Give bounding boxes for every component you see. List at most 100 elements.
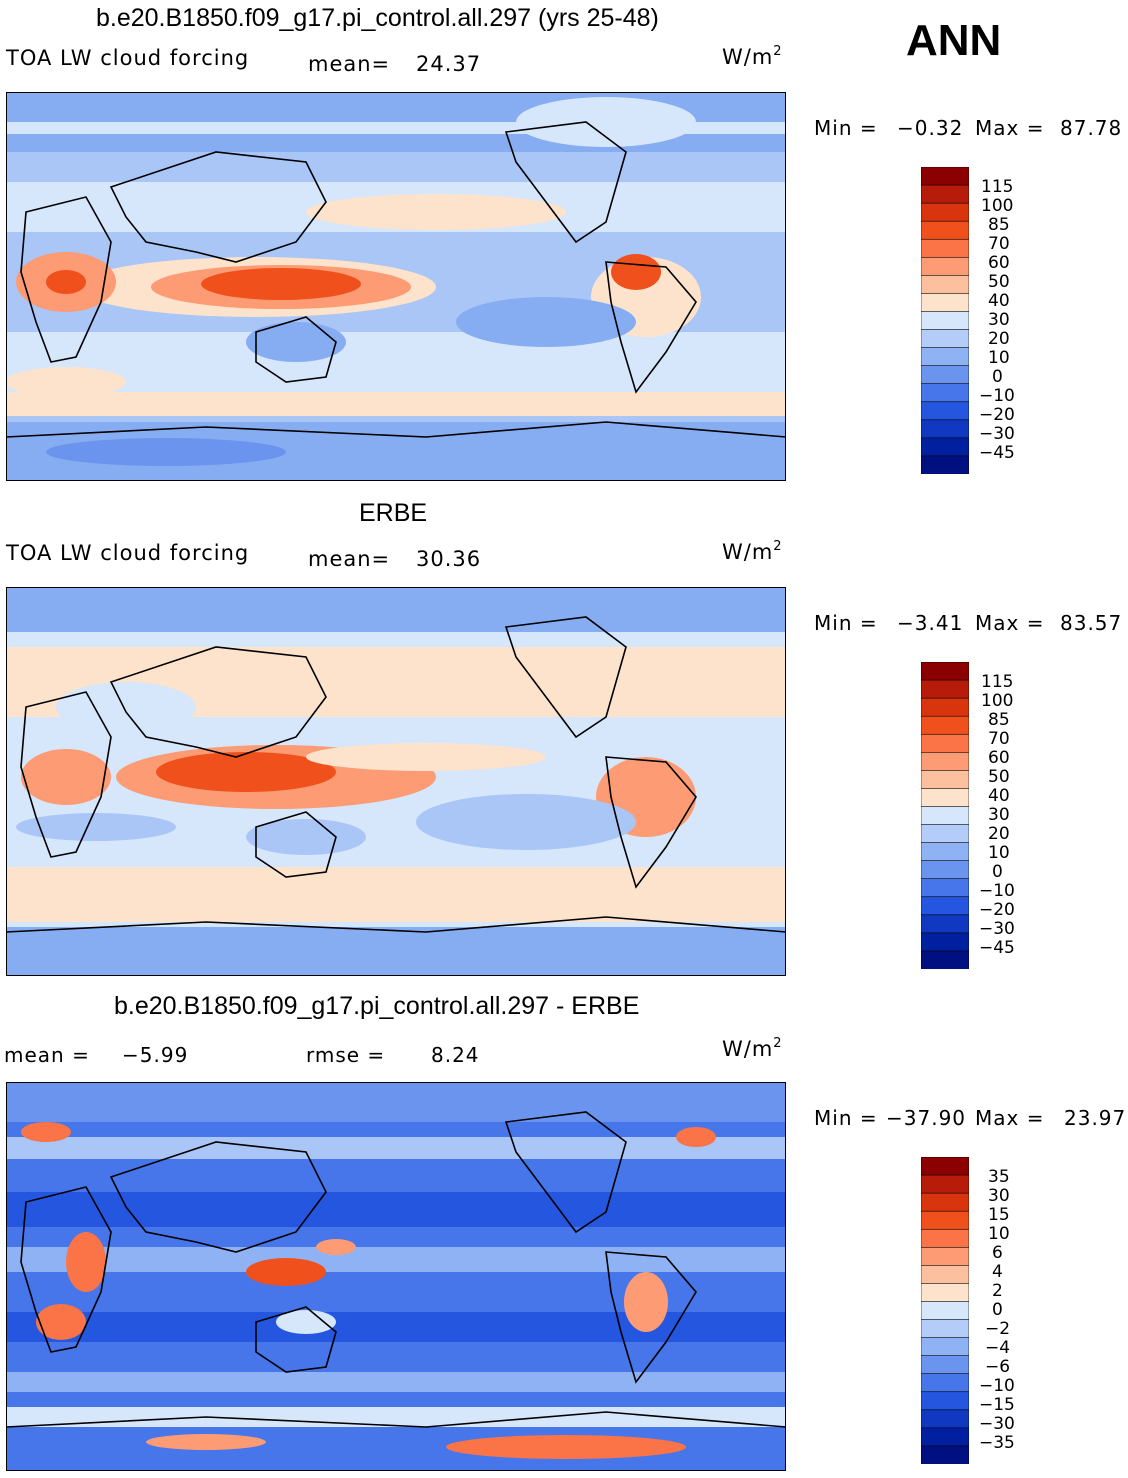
variable-label: TOA LW cloud forcing: [6, 46, 250, 70]
colorbar-swatch: [921, 751, 969, 772]
max-label: Max =: [975, 116, 1045, 140]
mean-label: mean=: [308, 547, 391, 571]
colorbar-swatch: [921, 329, 969, 349]
colorbar-swatch: [921, 275, 969, 295]
colorbar-swatch: [921, 1301, 969, 1321]
colorbar-tick-label: −15: [979, 1395, 1015, 1415]
colorbar-swatch: [921, 383, 969, 403]
colorbar-swatch: [921, 1391, 969, 1411]
mean-label: mean=: [308, 52, 391, 76]
colorbar-tick-label: 40: [988, 291, 1010, 311]
colorbar-swatch: [921, 1373, 969, 1393]
colorbar-tick-label: −45: [979, 938, 1015, 958]
colorbar-swatch: [921, 238, 969, 259]
colorbar-swatch: [921, 419, 969, 439]
colorbar-tick-label: 115: [981, 177, 1014, 197]
colorbar-tick-label: −30: [979, 919, 1015, 939]
min-label: Min =: [814, 611, 878, 635]
colorbar-tick-label: 2: [992, 1281, 1003, 1301]
colorbar-tick-label: −35: [979, 1433, 1015, 1453]
colorbar-tick-label: −10: [979, 1376, 1015, 1396]
colorbar-swatch: [921, 365, 969, 385]
contour-map: [6, 1082, 786, 1471]
mean-value: 30.36: [416, 547, 482, 571]
colorbar-swatch: [921, 293, 969, 313]
colorbar: [921, 662, 969, 969]
max-label: Max =: [975, 611, 1045, 635]
colorbar-tick-label: 30: [988, 310, 1010, 330]
colorbar-tick-label: 10: [988, 843, 1010, 863]
season-label: ANN: [906, 16, 1002, 65]
max-label: Max =: [975, 1106, 1045, 1130]
colorbar-tick-label: 20: [988, 824, 1010, 844]
colorbar-swatch: [921, 914, 969, 934]
colorbar-tick-label: 70: [988, 729, 1010, 749]
variable-label: TOA LW cloud forcing: [6, 541, 250, 565]
panel-title: ERBE: [359, 499, 428, 527]
colorbar: [921, 1157, 969, 1464]
colorbar-swatch: [921, 662, 969, 681]
colorbar-swatch: [921, 842, 969, 862]
colorbar-swatch: [921, 733, 969, 754]
colorbar-swatch: [921, 455, 969, 474]
colorbar-swatch: [921, 1337, 969, 1357]
rmse-label: rmse =: [306, 1043, 386, 1067]
mean-label: mean =: [4, 1043, 90, 1067]
colorbar-tick-label: 10: [988, 348, 1010, 368]
colorbar-tick-label: 6: [992, 1243, 1003, 1263]
colorbar-tick-label: 100: [981, 691, 1014, 711]
colorbar-swatch: [921, 1355, 969, 1375]
min-value: −0.32: [897, 116, 964, 140]
colorbar-tick-label: 10: [988, 1224, 1010, 1244]
colorbar-swatch: [921, 1283, 969, 1303]
colorbar-swatch: [921, 1265, 969, 1285]
colorbar-tick-label: 40: [988, 786, 1010, 806]
colorbar-tick-label: −10: [979, 881, 1015, 901]
contour-map: [6, 92, 786, 481]
colorbar-tick-label: 35: [988, 1167, 1010, 1187]
colorbar-tick-label: 50: [988, 767, 1010, 787]
colorbar-swatch: [921, 824, 969, 844]
units-label: W/m2: [722, 44, 783, 69]
colorbar-swatch: [921, 220, 969, 241]
colorbar-tick-label: 0: [992, 1300, 1003, 1320]
colorbar-tick-label: 60: [988, 253, 1010, 273]
colorbar-swatch: [921, 697, 969, 717]
colorbar-swatch: [921, 1409, 969, 1429]
units-label: W/m2: [722, 1036, 783, 1061]
units-label: W/m2: [722, 539, 783, 564]
max-value: 23.97: [1064, 1106, 1127, 1130]
colorbar-swatch: [921, 950, 969, 969]
colorbar-tick-label: 85: [988, 710, 1010, 730]
colorbar-swatch: [921, 806, 969, 826]
mean-value: 24.37: [416, 52, 482, 76]
min-value: −37.90: [886, 1106, 967, 1130]
colorbar-swatch: [921, 896, 969, 916]
contour-map: [6, 587, 786, 976]
colorbar-tick-label: 30: [988, 1186, 1010, 1206]
colorbar-swatch: [921, 347, 969, 367]
colorbar-tick-label: −6: [985, 1357, 1011, 1377]
colorbar-swatch: [921, 1157, 969, 1176]
colorbar-tick-label: −20: [979, 405, 1015, 425]
colorbar-tick-label: −4: [985, 1338, 1011, 1358]
min-label: Min =: [814, 116, 878, 140]
colorbar: [921, 167, 969, 474]
colorbar-tick-label: 70: [988, 234, 1010, 254]
colorbar-tick-label: −30: [979, 424, 1015, 444]
colorbar-swatch: [921, 167, 969, 186]
colorbar-tick-label: 100: [981, 196, 1014, 216]
colorbar-swatch: [921, 1319, 969, 1339]
colorbar-swatch: [921, 878, 969, 898]
colorbar-tick-label: −2: [985, 1319, 1011, 1339]
min-value: −3.41: [897, 611, 964, 635]
colorbar-swatch: [921, 1210, 969, 1231]
colorbar-tick-label: 20: [988, 329, 1010, 349]
colorbar-swatch: [921, 184, 969, 204]
colorbar-swatch: [921, 1228, 969, 1249]
colorbar-tick-label: 85: [988, 215, 1010, 235]
panel-title: b.e20.B1850.f09_g17.pi_control.all.297 (…: [96, 4, 659, 32]
colorbar-tick-label: −45: [979, 443, 1015, 463]
colorbar-swatch: [921, 202, 969, 222]
max-value: 83.57: [1060, 611, 1123, 635]
